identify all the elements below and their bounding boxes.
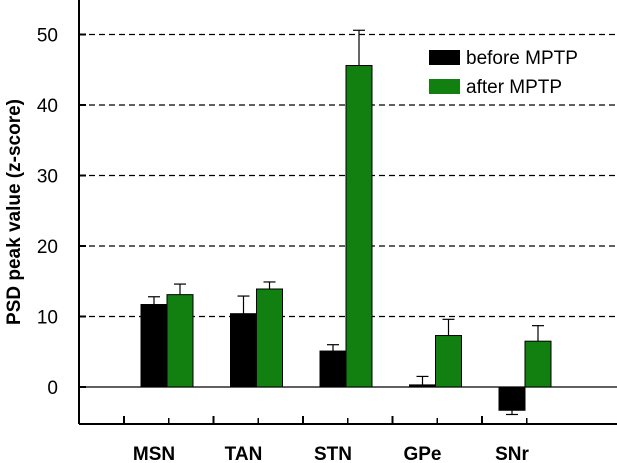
bar — [345, 65, 373, 388]
category-label: STN — [314, 444, 352, 463]
bar — [166, 294, 194, 388]
y-tick-label: 40 — [37, 96, 58, 117]
category-label: GPe — [403, 444, 441, 463]
x-ticks: MSN TAN STN GPe SNr — [123, 416, 529, 463]
y-tick-label: 30 — [37, 167, 58, 188]
bar — [256, 288, 283, 388]
bar — [230, 313, 257, 388]
y-ticks: 0 10 20 30 40 50 — [37, 26, 86, 399]
legend-swatch-before — [429, 50, 460, 65]
y-tick-label: 20 — [37, 237, 58, 258]
category-label: TAN — [225, 444, 263, 463]
y-axis-title: PSD peak value (z-score) — [4, 99, 25, 325]
bar — [524, 340, 552, 388]
legend-swatch-after — [429, 79, 460, 94]
y-tick-label: 0 — [47, 378, 58, 399]
bar — [409, 384, 436, 388]
bar — [435, 335, 462, 388]
legend: before MPTP after MPTP — [429, 48, 578, 98]
category-label: MSN — [133, 444, 175, 463]
legend-label-after: after MPTP — [466, 77, 562, 98]
bar — [140, 304, 168, 388]
bars — [140, 29, 552, 416]
legend-label-before: before MPTP — [466, 48, 578, 69]
y-tick-label: 50 — [37, 26, 58, 47]
bar — [319, 350, 347, 388]
category-label: SNr — [495, 444, 529, 463]
bar — [498, 386, 526, 411]
y-tick-label: 10 — [37, 308, 58, 329]
